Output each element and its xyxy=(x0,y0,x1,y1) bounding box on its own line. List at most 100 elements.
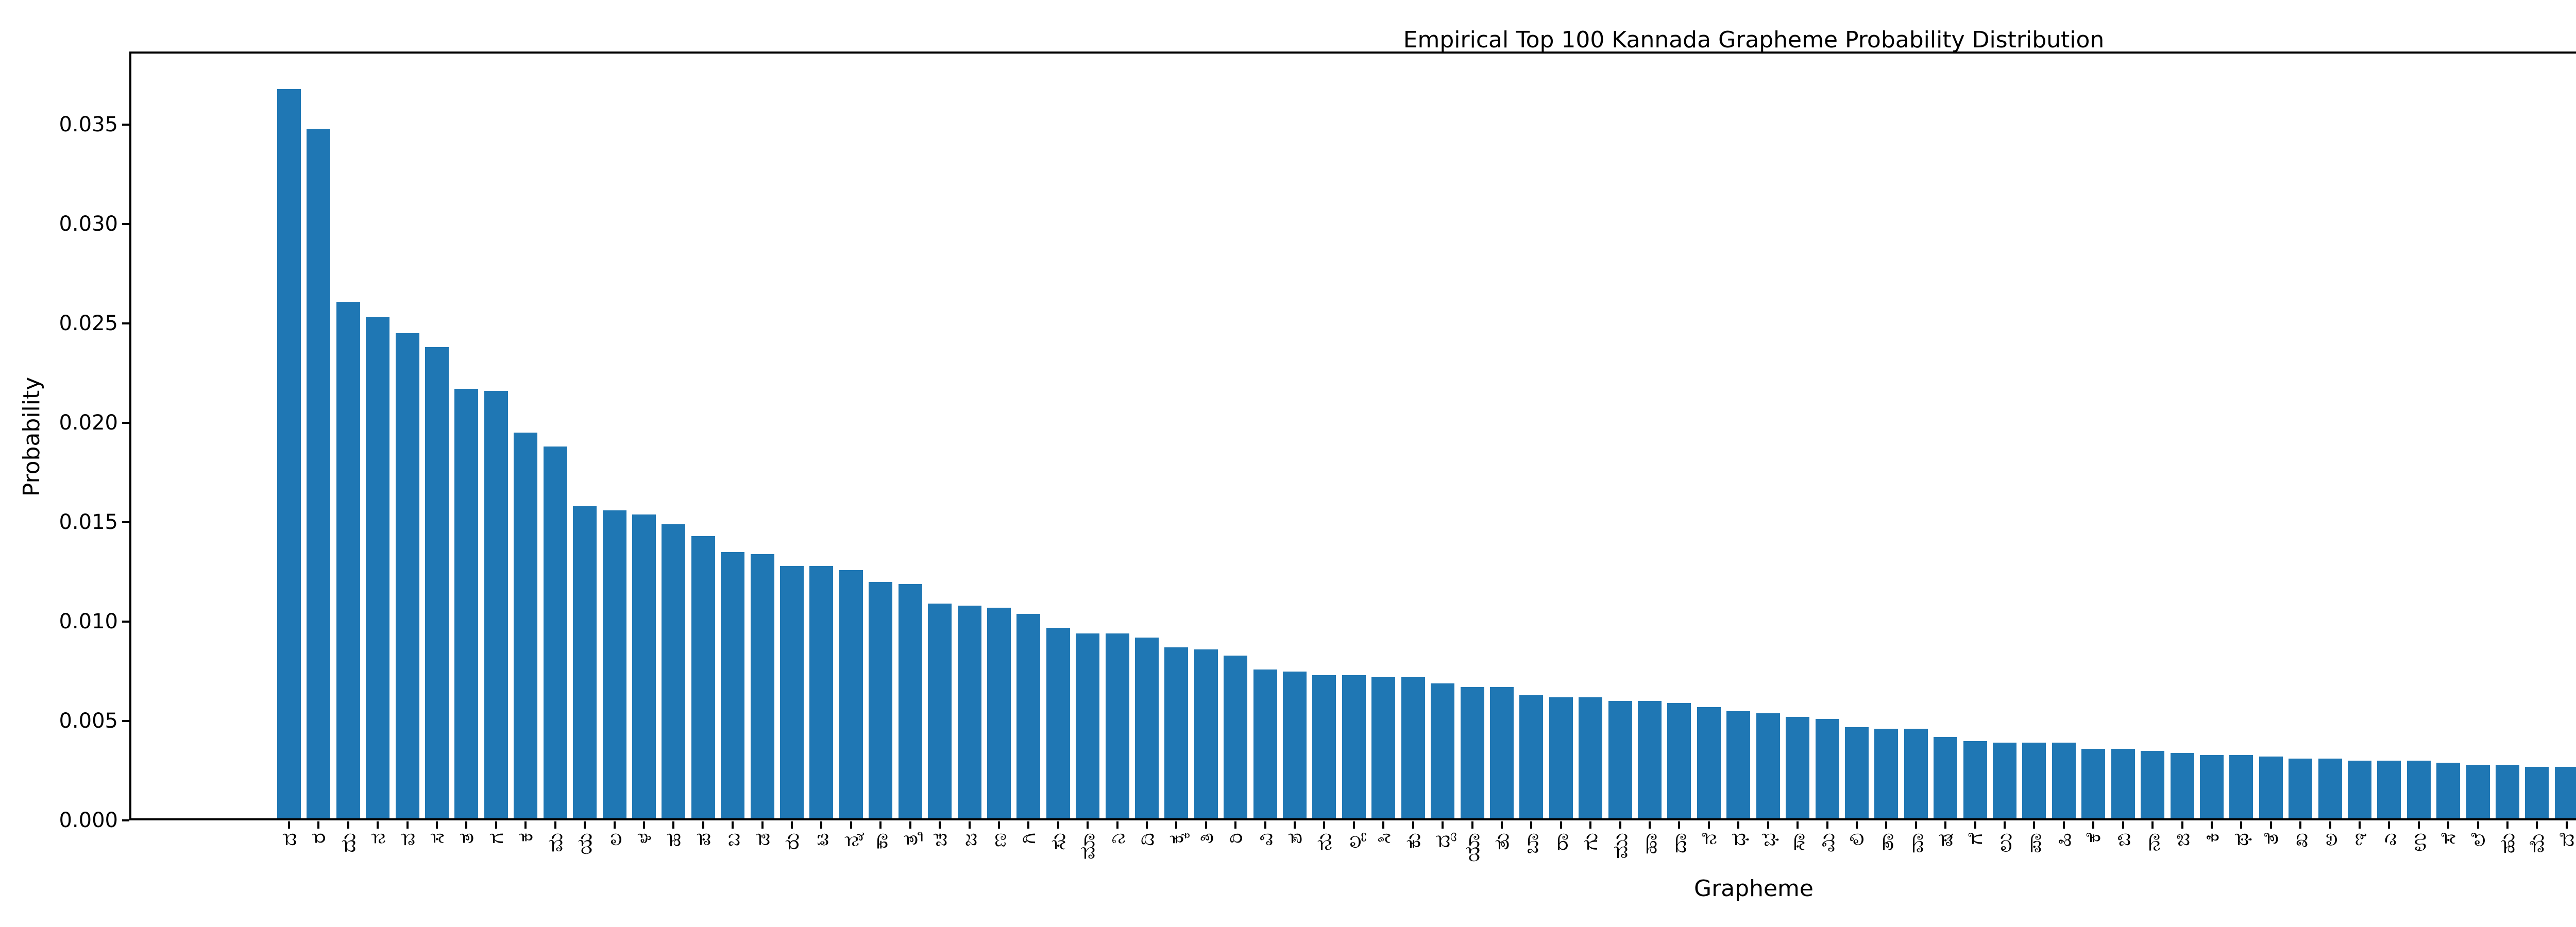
x-tick-label: ವಿ xyxy=(1253,833,1277,846)
bar xyxy=(2496,765,2520,820)
bar xyxy=(721,552,745,820)
x-tick-label: ಹ xyxy=(662,833,686,847)
x-tick-label: ಲ xyxy=(602,833,626,846)
bar xyxy=(1016,614,1041,820)
x-tick-label: ಮಾ xyxy=(1076,833,1100,860)
y-axis-title: Probability xyxy=(19,376,45,497)
x-tick-label: ಸಾ xyxy=(1786,833,1810,851)
x-tick xyxy=(702,821,704,829)
bar xyxy=(2347,761,2371,820)
y-tick xyxy=(122,322,129,324)
x-tick-label: ಎ xyxy=(2377,833,2401,846)
x-tick-label: ಹಿ xyxy=(2052,833,2076,847)
bar xyxy=(1431,683,1455,820)
x-tick-label: ತ್ತ xyxy=(898,833,922,846)
x-tick xyxy=(1797,821,1799,829)
x-tick-label: ಬ xyxy=(721,833,745,847)
x-tick xyxy=(2565,821,2568,829)
x-tick-label: ತೆ xyxy=(2259,833,2283,845)
x-tick xyxy=(2388,821,2391,829)
x-tick xyxy=(1323,821,1326,829)
x-tick xyxy=(2062,821,2065,829)
x-tick-label: ಕ xyxy=(514,833,538,842)
x-tick xyxy=(317,821,320,829)
bar xyxy=(395,333,419,820)
x-tick-label: ಕಿ xyxy=(2199,833,2224,843)
bar xyxy=(987,608,1011,820)
bar xyxy=(1549,697,1573,820)
bar xyxy=(1224,656,1248,820)
x-tick-label: ಳ xyxy=(632,833,656,844)
bar xyxy=(1844,727,1869,820)
x-tick-label: ತು xyxy=(1489,833,1514,850)
y-tick-label: 0.025 xyxy=(59,312,118,335)
x-tick-label: ಕಾ xyxy=(869,833,893,850)
bar xyxy=(2554,767,2576,820)
x-tick-label: ಯ xyxy=(573,833,597,855)
bar xyxy=(1519,695,1544,820)
x-tick xyxy=(732,821,734,829)
bar xyxy=(1667,703,1691,820)
x-tick-label: ಲ್ಲ xyxy=(1342,833,1366,849)
bar xyxy=(1135,638,1159,820)
bar xyxy=(2466,765,2490,820)
x-tick xyxy=(1649,821,1651,829)
bar xyxy=(1105,633,1129,820)
x-tick xyxy=(524,821,527,829)
x-tick-label: ಸ xyxy=(425,833,449,844)
bar xyxy=(1312,675,1336,820)
bar xyxy=(514,433,538,820)
y-tick xyxy=(122,124,129,126)
x-tick xyxy=(791,821,793,829)
x-tick xyxy=(1205,821,1207,829)
x-tick xyxy=(968,821,971,829)
x-tick-label: ಮ xyxy=(543,833,567,853)
chart-title: Empirical Top 100 Kannada Grapheme Proba… xyxy=(1403,27,2105,53)
bar xyxy=(2170,753,2194,820)
x-tick xyxy=(2033,821,2036,829)
x-tick xyxy=(1382,821,1385,829)
x-tick xyxy=(909,821,911,829)
bar xyxy=(2199,755,2224,820)
bar xyxy=(277,89,301,820)
x-tick-label: ಯಾ xyxy=(1460,833,1484,862)
y-tick xyxy=(122,621,129,623)
bar xyxy=(1460,687,1484,820)
bar xyxy=(307,129,331,820)
bar xyxy=(691,536,715,820)
x-tick-label: ದಿ xyxy=(1135,833,1159,846)
bar xyxy=(2052,743,2076,820)
x-tick xyxy=(436,821,438,829)
x-tick-label: ಗು xyxy=(1579,833,1603,851)
bar xyxy=(2377,761,2401,820)
x-tick xyxy=(1589,821,1592,829)
x-tick-label: ಗೆ xyxy=(1963,833,1987,845)
x-tick xyxy=(2506,821,2509,829)
x-tick-label: ಶ xyxy=(1283,833,1307,844)
bar xyxy=(1046,628,1070,820)
bar xyxy=(336,302,360,820)
x-tick xyxy=(1737,821,1740,829)
x-tick-label: ಪಾ xyxy=(2022,833,2046,853)
bar xyxy=(1815,719,1839,820)
x-tick-label: ಟ xyxy=(809,833,834,847)
x-tick xyxy=(672,821,675,829)
x-tick-label: ಮು xyxy=(1608,833,1632,859)
x-tick-label: ದೆ xyxy=(2555,833,2576,847)
x-tick xyxy=(406,821,409,829)
x-tick xyxy=(1234,821,1237,829)
x-tick xyxy=(1175,821,1178,829)
x-tick xyxy=(1500,821,1503,829)
bar xyxy=(957,606,981,820)
x-tick-label: ಬಿ xyxy=(2111,833,2135,847)
x-tick-label: ಭ xyxy=(1756,833,1780,847)
x-tick-label: ಖ xyxy=(2289,833,2313,848)
x-tick xyxy=(1855,821,1858,829)
x-tick-label: ಲಿ xyxy=(1844,833,1869,846)
x-tick xyxy=(2210,821,2213,829)
x-tick-label: ಅ xyxy=(2318,833,2342,847)
bar xyxy=(780,566,804,820)
x-tick xyxy=(939,821,941,829)
x-tick xyxy=(465,821,468,829)
x-tick xyxy=(2417,821,2420,829)
